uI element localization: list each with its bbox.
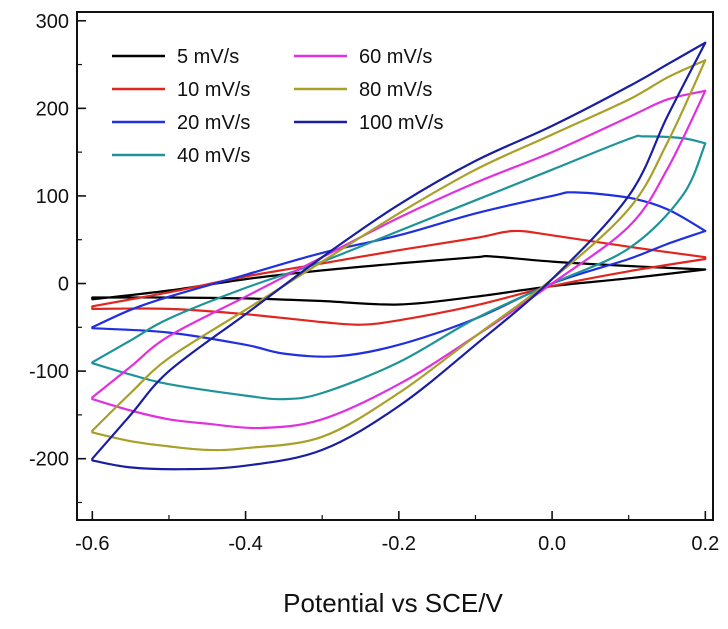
legend-label: 5 mV/s — [177, 46, 239, 68]
x-tick-label: -0.4 — [228, 533, 262, 555]
y-tick-label: 0 — [58, 274, 69, 296]
plot-area: -0.6 -0.4 -0.2 0.0 0.2 -200 -100 0 100 200 300 — [29, 11, 719, 555]
series-line — [91, 59, 707, 452]
legend-label: 60 mV/s — [359, 46, 432, 68]
series-line — [91, 191, 707, 358]
x-tick-label: 0.0 — [538, 533, 566, 555]
legend: 5 mV/s 10 mV/s 20 mV/s 40 mV/s 60 mV/s 80 mV/… — [112, 46, 443, 167]
x-tick-label: 0.2 — [691, 533, 719, 555]
y-tick-label: -200 — [29, 449, 69, 471]
y-tick-label: 300 — [36, 11, 69, 33]
series-line — [91, 229, 707, 326]
x-tick-label: -0.6 — [75, 533, 109, 555]
y-tick-label: 100 — [36, 186, 69, 208]
legend-label: 100 mV/s — [359, 112, 443, 134]
y-axis-ticks: -200 -100 0 100 200 300 — [29, 11, 86, 504]
y-tick-label: 200 — [36, 98, 69, 120]
legend-label: 80 mV/s — [359, 79, 432, 101]
cv-curves — [91, 41, 707, 471]
series-line — [91, 254, 707, 306]
y-tick-label: -100 — [29, 361, 69, 383]
x-axis-ticks: -0.6 -0.4 -0.2 0.0 0.2 — [75, 511, 719, 555]
series-line — [91, 89, 707, 430]
x-axis-title: Potential vs SCE/V — [283, 588, 503, 618]
series-line — [91, 134, 707, 401]
plot-frame — [76, 11, 714, 521]
legend-label: 20 mV/s — [177, 112, 250, 134]
x-tick-label: -0.2 — [382, 533, 416, 555]
legend-label: 40 mV/s — [177, 145, 250, 167]
legend-label: 10 mV/s — [177, 79, 250, 101]
series-line — [91, 41, 707, 471]
